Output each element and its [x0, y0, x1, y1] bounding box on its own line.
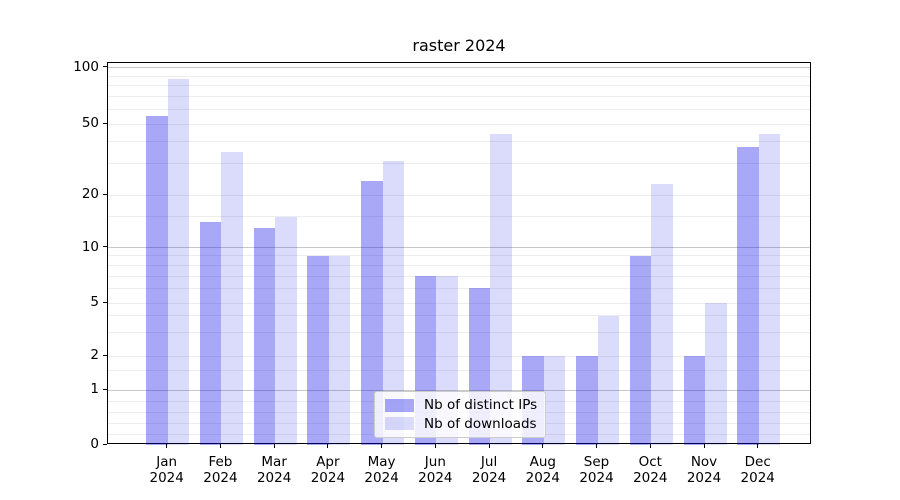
- gridline-7: [108, 275, 810, 277]
- x-tick-label-aug: Aug 2024: [525, 454, 560, 486]
- y-tick-mark-10: [103, 246, 107, 247]
- x-tick-label-may: May 2024: [364, 454, 399, 486]
- gridline-90: [108, 75, 810, 77]
- bar-downloads-aug: [543, 356, 566, 445]
- x-tick-label-oct: Oct 2024: [633, 454, 668, 486]
- x-tick-mark-apr: [327, 444, 329, 448]
- y-tick-mark-0: [103, 443, 107, 445]
- x-tick-label-feb: Feb 2024: [203, 454, 238, 486]
- bar-downloads-jan: [167, 79, 190, 445]
- gridline-70: [108, 96, 810, 98]
- bar-downloads-feb: [221, 151, 243, 445]
- y-tick-label-20: 20: [81, 186, 99, 202]
- gridline-4: [108, 315, 810, 317]
- x-tick-label-apr: Apr 2024: [310, 454, 346, 486]
- y-tick-label-100: 100: [73, 58, 99, 75]
- x-tick-label-nov: Nov 2024: [686, 454, 722, 486]
- y-tick-label-50: 50: [81, 115, 99, 131]
- gridline-20: [108, 194, 810, 196]
- bar-downloads-nov: [705, 303, 727, 445]
- plot-area: Nb of distinct IPs Nb of downloads: [107, 62, 811, 445]
- gridline-60: [108, 108, 810, 110]
- chart-title: raster 2024: [412, 36, 506, 55]
- bar-downloads-oct: [651, 184, 673, 445]
- y-tick-mark-100: [103, 66, 107, 68]
- legend-item-downloads: Nb of downloads: [385, 416, 538, 432]
- y-tick-label-5: 5: [90, 294, 99, 310]
- gridline-40: [108, 140, 810, 142]
- bar-distinct-ips-dec: [737, 147, 759, 445]
- bar-distinct-ips-jan: [146, 116, 168, 445]
- gridline-80: [108, 85, 810, 87]
- gridline-10: [108, 247, 810, 248]
- gridline-15: [108, 216, 810, 218]
- x-tick-label-jul: Jul 2024: [471, 454, 507, 486]
- x-tick-mark-dec: [757, 444, 759, 448]
- gridline-1: [108, 389, 810, 391]
- bar-distinct-ips-mar: [253, 227, 276, 445]
- y-tick-label-0: 0: [90, 436, 99, 452]
- legend: Nb of distinct IPs Nb of downloads: [374, 391, 546, 438]
- y-tick-label-1: 1: [90, 381, 99, 397]
- bar-downloads-dec: [758, 133, 781, 445]
- legend-item-distinct-ips: Nb of distinct IPs: [385, 397, 538, 413]
- y-tick-label-10: 10: [81, 238, 99, 255]
- x-tick-label-dec: Dec 2024: [740, 454, 775, 486]
- gridline-100: [108, 67, 810, 69]
- y-tick-label-2: 2: [90, 347, 99, 363]
- bar-distinct-ips-may: [361, 180, 383, 445]
- bar-downloads-may: [382, 161, 405, 445]
- x-tick-mark-feb: [219, 444, 221, 448]
- x-tick-mark-jun: [434, 444, 436, 448]
- gridline-8: [108, 264, 810, 266]
- legend-swatch-downloads: [385, 417, 414, 431]
- bar-downloads-jul: [490, 133, 512, 445]
- x-tick-mark-mar: [273, 444, 275, 448]
- y-tick-mark-20: [103, 193, 107, 195]
- x-tick-label-sep: Sep 2024: [579, 454, 614, 486]
- y-tick-mark-2: [103, 354, 107, 356]
- bar-distinct-ips-apr: [307, 255, 329, 445]
- x-tick-mark-sep: [596, 444, 598, 448]
- bar-downloads-apr: [328, 255, 351, 445]
- y-tick-mark-50: [103, 122, 107, 124]
- x-tick-label-jun: Jun 2024: [418, 454, 453, 486]
- legend-label-distinct-ips: Nb of distinct IPs: [424, 397, 538, 414]
- y-tick-mark-5: [103, 301, 107, 303]
- x-tick-mark-oct: [649, 444, 651, 448]
- gridline-5: [108, 302, 810, 304]
- bar-downloads-mar: [275, 216, 297, 445]
- x-tick-mark-may: [381, 444, 383, 448]
- x-tick-mark-aug: [542, 444, 544, 448]
- x-tick-label-mar: Mar 2024: [256, 454, 292, 486]
- legend-swatch-distinct-ips: [385, 398, 414, 412]
- bar-distinct-ips-feb: [199, 222, 222, 445]
- bar-layer: [108, 63, 810, 445]
- gridline-3: [108, 332, 810, 334]
- x-tick-mark-jan: [166, 444, 168, 448]
- x-tick-label-jan: Jan 2024: [149, 454, 184, 486]
- x-tick-mark-nov: [703, 444, 705, 448]
- gridline-1.5: [108, 369, 810, 371]
- legend-label-downloads: Nb of downloads: [424, 415, 537, 432]
- bar-distinct-ips-nov: [683, 356, 705, 445]
- gridline-9: [108, 255, 810, 257]
- bar-distinct-ips-sep: [576, 356, 598, 445]
- gridline-2: [108, 355, 810, 357]
- gridline-6: [108, 287, 810, 289]
- x-tick-mark-jul: [488, 444, 490, 448]
- bar-distinct-ips-oct: [629, 255, 652, 445]
- y-tick-mark-1: [103, 388, 107, 390]
- gridline-30: [108, 163, 810, 165]
- gridline-50: [108, 123, 810, 125]
- bar-downloads-sep: [597, 315, 620, 445]
